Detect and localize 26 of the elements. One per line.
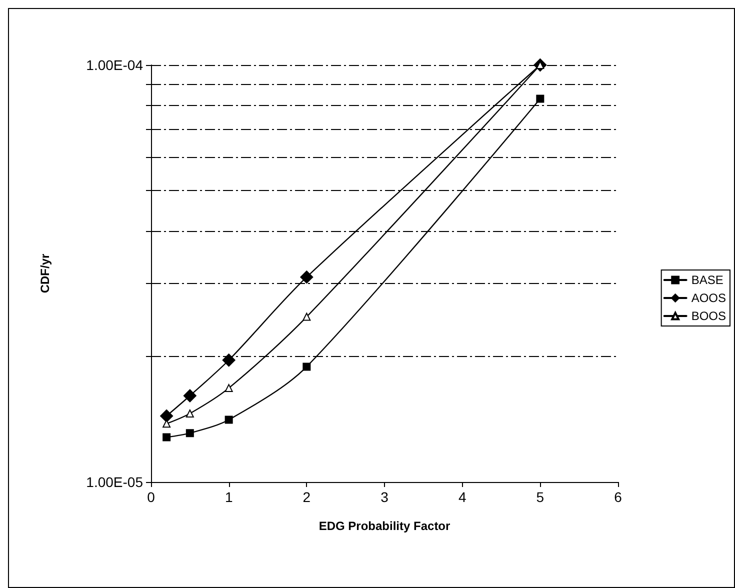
legend-label: BASE — [691, 273, 724, 287]
legend-label: BOOS — [691, 309, 726, 323]
legend-label: AOOS — [691, 291, 726, 305]
x-tick-label: 0 — [147, 489, 156, 505]
y-tick-label: 1.00E-05 — [86, 474, 144, 490]
point — [222, 354, 236, 367]
point — [300, 270, 314, 284]
point — [186, 429, 194, 438]
point — [536, 94, 544, 103]
x-tick-label: 6 — [614, 489, 622, 505]
point — [160, 409, 174, 422]
x-tick-label: 2 — [302, 489, 311, 505]
point — [302, 312, 311, 321]
y-tick-label: 1.00E-04 — [86, 57, 144, 73]
x-tick-label: 4 — [458, 489, 466, 505]
x-tick-label: 5 — [536, 489, 544, 505]
point — [224, 384, 233, 392]
point — [183, 389, 196, 402]
x-axis-title: EDG Probability Factor — [318, 519, 451, 533]
point — [224, 416, 233, 424]
x-tick-label: 1 — [224, 489, 233, 505]
point — [162, 433, 171, 442]
x-tick-label: 3 — [380, 489, 389, 505]
point — [302, 362, 311, 371]
point — [186, 409, 194, 418]
y-axis-title: CDF/yr — [38, 254, 52, 294]
